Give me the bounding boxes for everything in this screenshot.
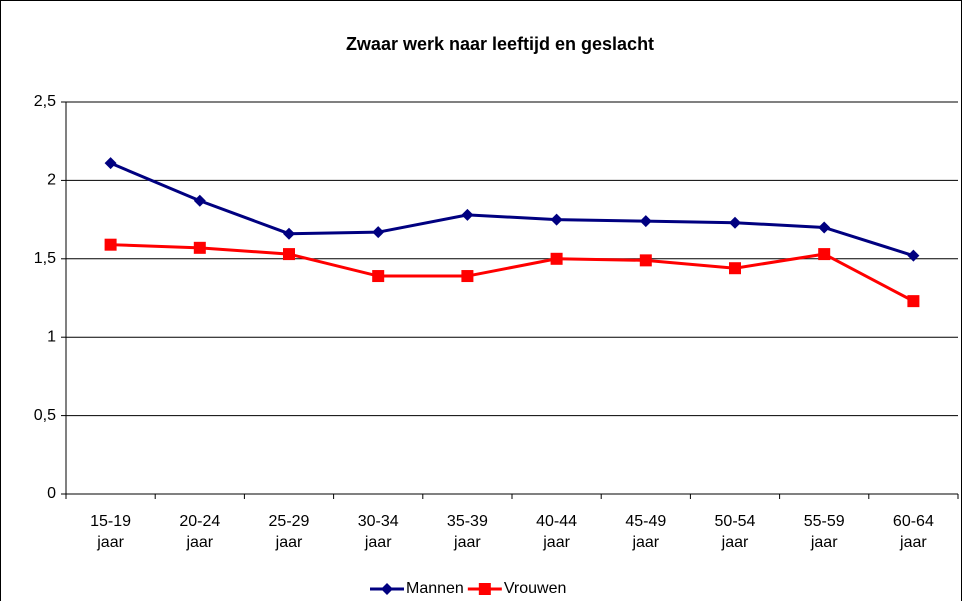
y-tick-label: 2 — [47, 172, 56, 189]
x-tick-label: 15-19 jaar — [90, 513, 132, 551]
data-point — [907, 249, 920, 262]
data-point — [193, 194, 206, 207]
data-point — [104, 238, 117, 251]
x-tick-label: 40-44 jaar — [536, 513, 578, 551]
data-point — [372, 270, 385, 283]
x-tick-label: 20-24 jaar — [179, 513, 221, 551]
data-point — [104, 157, 117, 170]
data-point — [283, 227, 295, 240]
series-line — [110, 161, 914, 258]
data-point — [818, 221, 831, 234]
chart-title: Zwaar werk naar leeftijd en geslacht — [346, 34, 654, 54]
x-tick-label: 60-64 jaar — [892, 513, 934, 551]
y-tick-label: 1,5 — [34, 250, 56, 267]
legend-label: Vrouwen — [504, 580, 567, 597]
series-line — [110, 243, 915, 303]
data-point — [550, 213, 563, 226]
legend-label: Mannen — [406, 580, 464, 597]
x-tick-label: 30-34 jaar — [357, 513, 399, 551]
data-point — [729, 216, 741, 229]
y-tick-label: 0,5 — [34, 407, 56, 424]
legend-marker — [381, 583, 393, 595]
data-point — [550, 252, 563, 265]
data-point — [193, 241, 206, 254]
data-point — [907, 295, 920, 308]
y-tick-label: 1 — [47, 328, 56, 345]
y-tick-label: 0 — [47, 485, 56, 502]
data-point — [461, 208, 474, 221]
x-tick-label: 50-54 jaar — [714, 513, 756, 551]
y-tick-label: 2,5 — [34, 93, 56, 110]
legend-marker — [478, 583, 491, 595]
data-point — [639, 254, 652, 267]
x-tick-label: 35-39 jaar — [446, 513, 488, 551]
x-tick-label: 25-29 jaar — [268, 513, 310, 551]
data-point — [639, 215, 652, 228]
data-point — [461, 270, 474, 283]
data-point — [283, 248, 295, 261]
data-point — [729, 262, 741, 275]
data-point — [372, 226, 385, 239]
x-tick-label: 45-49 jaar — [625, 513, 667, 551]
data-point — [818, 248, 831, 261]
x-tick-label: 55-59 jaar — [803, 513, 845, 551]
